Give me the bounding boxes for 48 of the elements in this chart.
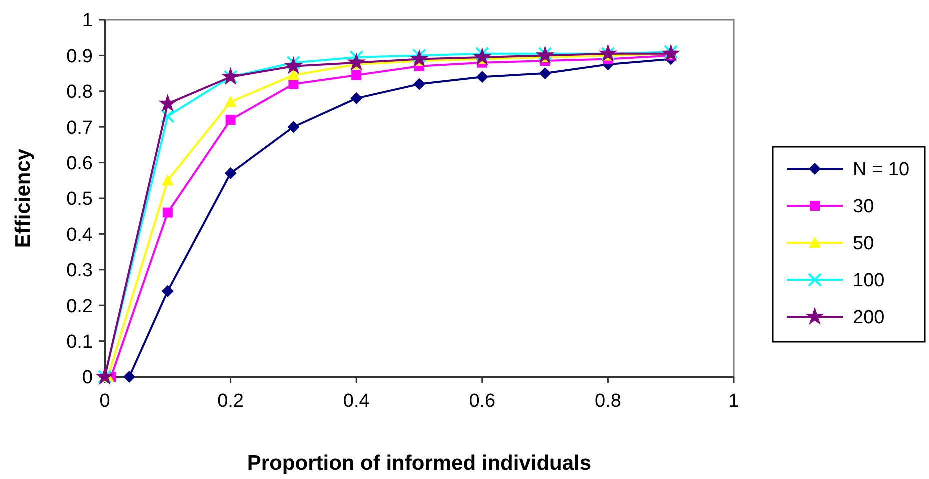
point bbox=[347, 52, 366, 71]
point bbox=[352, 70, 362, 80]
x-tick-label: 0.8 bbox=[594, 391, 622, 412]
y-tick-label: 0.9 bbox=[66, 46, 93, 68]
point bbox=[350, 92, 363, 105]
y-tick-label: 1 bbox=[82, 10, 93, 32]
y-tick-label: 0.7 bbox=[66, 118, 93, 139]
y-tick-label: 0.8 bbox=[66, 82, 93, 104]
y-tick-label: 0 bbox=[82, 368, 93, 389]
legend-label: 30 bbox=[853, 196, 874, 218]
legend-label: N = 10 bbox=[853, 160, 910, 181]
point bbox=[288, 69, 300, 80]
point bbox=[160, 109, 175, 124]
x-axis-title: Proportion of informed individuals bbox=[247, 452, 592, 475]
point bbox=[410, 49, 429, 68]
point bbox=[284, 56, 304, 74]
y-axis-title: Efficiency bbox=[12, 148, 35, 248]
legend-label: 200 bbox=[853, 308, 885, 329]
x-tick-label: 1 bbox=[728, 391, 740, 412]
y-tick-label: 0.5 bbox=[66, 189, 93, 210]
x-tick-label: 0 bbox=[100, 391, 110, 412]
point bbox=[158, 94, 178, 112]
legend-label: 50 bbox=[853, 234, 874, 255]
point bbox=[476, 71, 488, 84]
y-tick-label: 0.2 bbox=[66, 296, 93, 318]
point bbox=[224, 96, 237, 108]
x-tick-label: 0.6 bbox=[469, 391, 496, 412]
point bbox=[536, 46, 555, 64]
point bbox=[162, 208, 173, 218]
point bbox=[539, 68, 552, 80]
point bbox=[472, 48, 492, 66]
point bbox=[288, 121, 300, 134]
point bbox=[288, 79, 299, 90]
x-tick-label: 0.4 bbox=[343, 391, 370, 412]
point bbox=[414, 78, 426, 90]
point bbox=[224, 168, 237, 180]
y-tick-label: 0.4 bbox=[66, 224, 94, 246]
point bbox=[226, 114, 236, 125]
point bbox=[124, 371, 136, 383]
point bbox=[162, 174, 174, 186]
y-tick-label: 0.6 bbox=[66, 153, 93, 174]
y-tick-label: 0.3 bbox=[66, 260, 93, 282]
x-tick-label: 0.2 bbox=[218, 391, 244, 412]
legend-label: 100 bbox=[853, 270, 885, 292]
point bbox=[96, 367, 114, 386]
point bbox=[162, 285, 174, 298]
point bbox=[221, 67, 240, 86]
y-tick-label: 0.1 bbox=[66, 332, 93, 353]
